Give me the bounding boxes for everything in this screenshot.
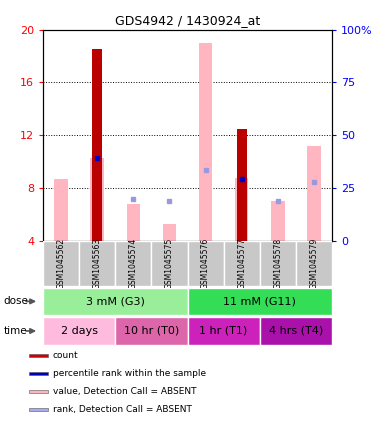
Bar	[163, 224, 176, 241]
Bar	[296, 241, 332, 286]
Text: 1 hr (T1): 1 hr (T1)	[200, 326, 248, 336]
Bar	[188, 241, 224, 286]
Bar	[307, 146, 321, 241]
Text: GSM1045574: GSM1045574	[129, 238, 138, 289]
Text: GSM1045579: GSM1045579	[309, 238, 318, 289]
Bar	[199, 43, 212, 241]
Title: GDS4942 / 1430924_at: GDS4942 / 1430924_at	[115, 14, 260, 27]
Text: rank, Detection Call = ABSENT: rank, Detection Call = ABSENT	[53, 405, 192, 414]
Bar	[116, 241, 152, 286]
Text: GSM1045563: GSM1045563	[93, 238, 102, 289]
Text: 3 mM (G3): 3 mM (G3)	[86, 297, 145, 306]
Bar	[29, 354, 48, 357]
Bar	[92, 49, 102, 241]
Bar	[43, 241, 79, 286]
Text: 4 hrs (T4): 4 hrs (T4)	[268, 326, 323, 336]
Text: GSM1045575: GSM1045575	[165, 238, 174, 289]
Bar	[152, 241, 188, 286]
Bar	[43, 317, 116, 345]
Bar	[126, 204, 140, 241]
Text: dose: dose	[4, 297, 28, 306]
Text: GSM1045576: GSM1045576	[201, 238, 210, 289]
Bar	[188, 317, 260, 345]
Text: percentile rank within the sample: percentile rank within the sample	[53, 369, 206, 378]
Text: time: time	[4, 326, 27, 336]
Bar	[116, 317, 188, 345]
Bar	[237, 129, 247, 241]
Bar	[260, 317, 332, 345]
Text: 11 mM (G11): 11 mM (G11)	[223, 297, 296, 306]
Bar	[260, 241, 296, 286]
Text: GSM1045578: GSM1045578	[273, 238, 282, 289]
Text: count: count	[53, 352, 78, 360]
Bar	[79, 241, 116, 286]
Text: GSM1045577: GSM1045577	[237, 238, 246, 289]
Bar	[224, 241, 260, 286]
Bar	[29, 390, 48, 393]
Bar	[29, 372, 48, 375]
Bar	[235, 178, 249, 241]
Text: GSM1045562: GSM1045562	[57, 238, 66, 289]
Bar	[90, 158, 104, 241]
Bar	[29, 408, 48, 411]
Text: 10 hr (T0): 10 hr (T0)	[124, 326, 179, 336]
Text: 2 days: 2 days	[61, 326, 98, 336]
Text: value, Detection Call = ABSENT: value, Detection Call = ABSENT	[53, 387, 196, 396]
Bar	[271, 201, 285, 241]
Bar	[43, 288, 188, 315]
Bar	[54, 179, 68, 241]
Bar	[188, 288, 332, 315]
